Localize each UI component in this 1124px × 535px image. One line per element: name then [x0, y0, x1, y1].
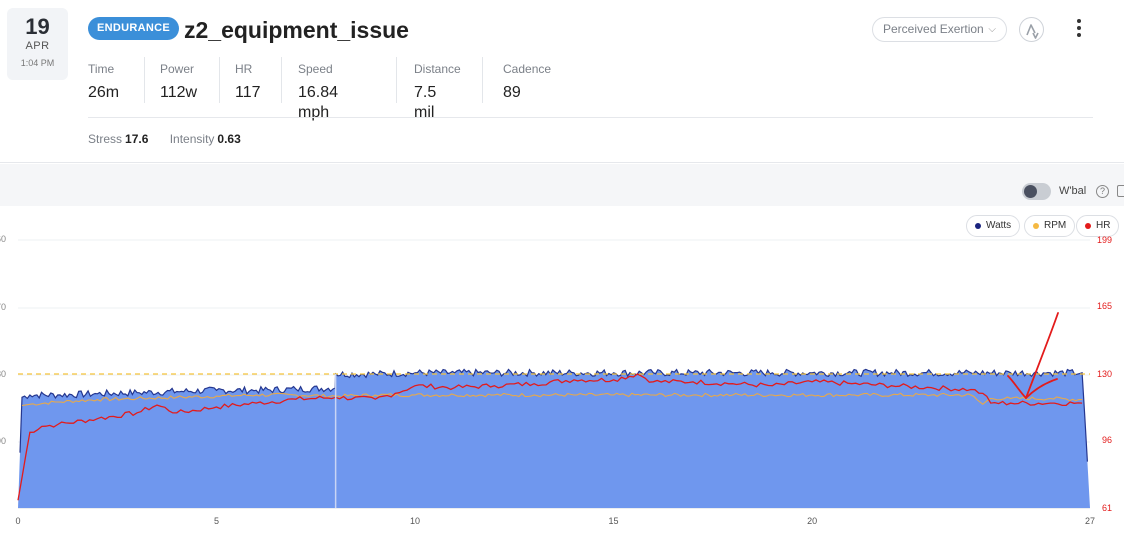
watts-area	[18, 369, 1090, 508]
x-tick-label: 10	[410, 516, 420, 526]
chart-axes: 0 5 10 15 20 27 60 70 80 90 199 165 130 96 61	[0, 234, 1112, 526]
watts-line	[19, 368, 1088, 462]
workout-header: 19 APR 1:04 PM ENDURANCE z2_equipment_is…	[0, 0, 1124, 163]
workout-chart[interactable]: 0 5 10 15 20 27 60 70 80 90 199 165 130 96 61	[0, 206, 1124, 535]
stat-time: Time 26m	[88, 62, 120, 101]
stat-speed: Speed 16.84 mph	[298, 62, 339, 121]
x-tick-label: 0	[15, 516, 20, 526]
stat-divider	[219, 57, 220, 103]
hr-tick-label: 130	[1097, 369, 1112, 379]
date-time: 1:04 PM	[20, 58, 55, 68]
more-vertical-icon	[1077, 19, 1081, 23]
legend-watts[interactable]: Watts	[966, 215, 1021, 237]
stat-hr: HR 117	[235, 62, 261, 101]
wbal-toggle[interactable]	[1022, 183, 1051, 200]
x-tick-label: 15	[609, 516, 619, 526]
stat-distance: Distance 7.5 mil	[414, 62, 461, 121]
perceived-exertion-label: Perceived Exertion	[883, 22, 984, 36]
divider	[88, 117, 1093, 118]
rpm-line	[21, 392, 1083, 407]
left-tick-label: 90	[0, 436, 6, 446]
hr-tick-label: 61	[1102, 503, 1112, 513]
date-badge: 19 APR 1:04 PM	[7, 8, 68, 80]
intensity-stat: Intensity 0.63	[169, 132, 241, 146]
strava-icon	[1026, 24, 1039, 39]
date-day: 19	[25, 14, 50, 39]
workout-type-badge: ENDURANCE	[88, 17, 179, 40]
more-options-button[interactable]	[1070, 16, 1088, 42]
date-month: APR	[25, 40, 50, 52]
hr-tick-label: 96	[1102, 435, 1112, 445]
x-tick-label: 20	[807, 516, 817, 526]
calendar-icon[interactable]	[1117, 185, 1124, 197]
stat-divider	[281, 57, 282, 103]
hr-tick-label: 199	[1097, 235, 1112, 245]
toggle-knob	[1024, 185, 1037, 198]
left-tick-label: 60	[0, 234, 6, 244]
sub-stats: Stress 17.6 Intensity 0.63	[88, 131, 259, 147]
chart-toolbar	[0, 164, 1124, 206]
stat-divider	[482, 57, 483, 103]
strava-button[interactable]	[1019, 17, 1044, 42]
x-tick-label: 27	[1085, 516, 1095, 526]
workout-title[interactable]: z2_equipment_issue	[184, 17, 409, 43]
stat-divider	[396, 57, 397, 103]
legend-hr[interactable]: HR	[1076, 215, 1120, 237]
left-tick-label: 70	[0, 302, 6, 312]
wbal-label: W'bal	[1059, 185, 1087, 197]
legend-dot	[975, 223, 981, 229]
legend-dot	[1085, 223, 1091, 229]
hr-tick-label: 165	[1097, 301, 1112, 311]
hr-line	[17, 373, 1083, 501]
stat-cadence: Cadence 89	[503, 62, 552, 101]
legend-dot	[1033, 223, 1039, 229]
question-icon[interactable]: ?	[1096, 185, 1109, 198]
stat-divider	[144, 57, 145, 103]
stress-stat: Stress 17.6	[88, 132, 149, 146]
stat-power: Power 112w	[160, 62, 198, 101]
chevron-down-icon: ⌵	[988, 24, 996, 35]
x-tick-label: 5	[214, 516, 219, 526]
annotation-arrow	[1007, 312, 1059, 399]
legend-rpm[interactable]: RPM	[1024, 215, 1076, 237]
left-tick-label: 80	[0, 369, 6, 379]
perceived-exertion-select[interactable]: Perceived Exertion ⌵	[872, 17, 1007, 42]
